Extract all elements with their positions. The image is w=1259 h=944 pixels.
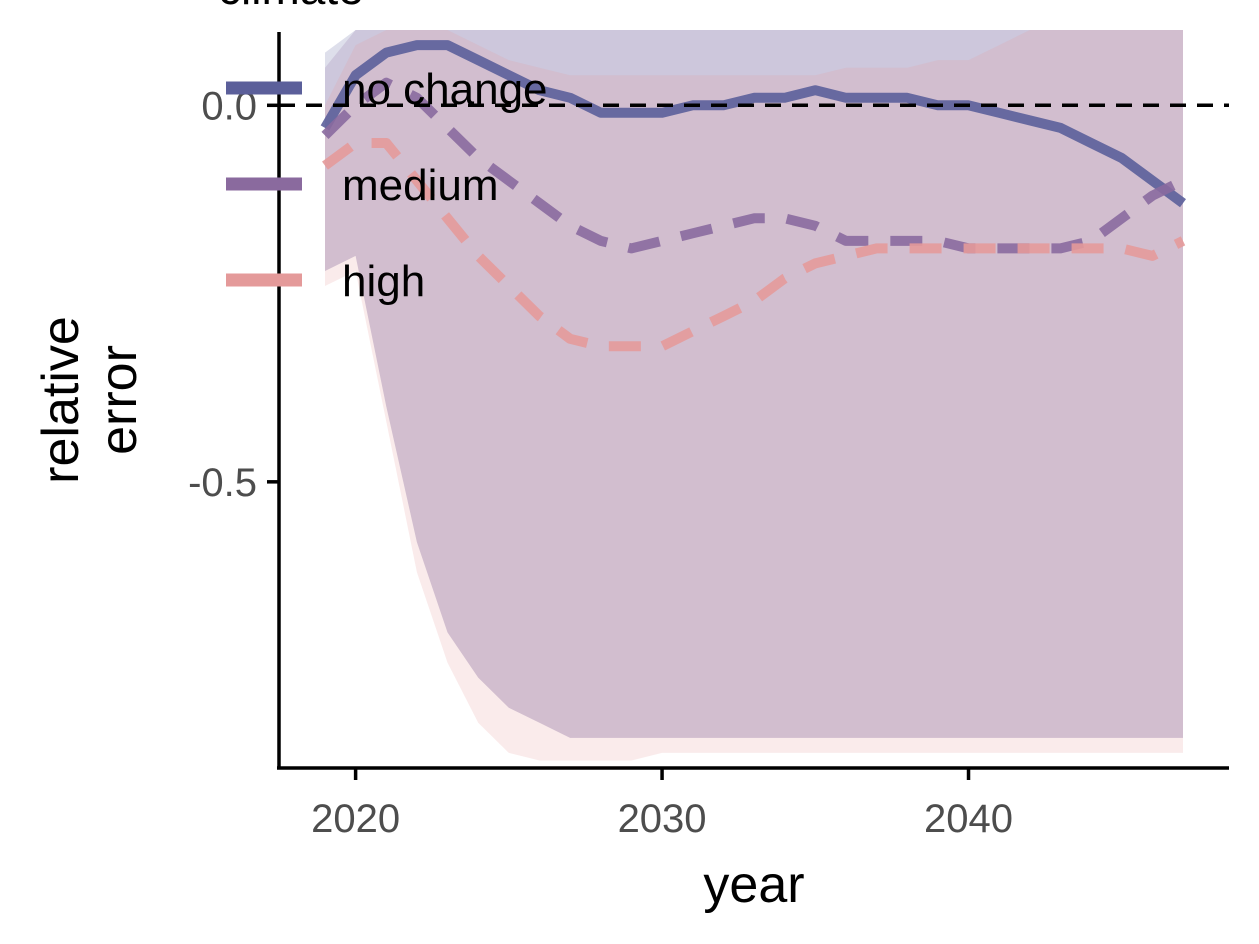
band-high xyxy=(325,30,1183,761)
series-lines xyxy=(320,40,1186,352)
x-axis-title: year xyxy=(703,856,804,914)
legend-items: no change medium high xyxy=(226,65,548,306)
line-medium xyxy=(321,77,1186,254)
y-tick-label-1: -0.5 xyxy=(188,461,257,505)
line-high xyxy=(322,138,1186,352)
legend-label-high: high xyxy=(342,257,425,306)
axes xyxy=(277,32,1229,770)
x-tick-label-2030: 2030 xyxy=(618,797,707,841)
y-axis-title-line-2: error xyxy=(90,345,148,455)
x-tick-label-2020: 2020 xyxy=(311,797,400,841)
y-axis-title-line-1: relative xyxy=(32,316,90,484)
x-tick-label-2040: 2040 xyxy=(924,797,1013,841)
x-axis-ticks: 2020 2030 2040 xyxy=(311,768,1013,841)
legend: climate no change medium high xyxy=(218,0,548,306)
legend-label-medium: medium xyxy=(342,161,499,210)
line-no-change xyxy=(320,40,1186,208)
legend-title: climate xyxy=(218,0,364,14)
y-axis-title: relativeerror xyxy=(32,316,148,484)
y-axis-ticks: 0.0-0.5 xyxy=(188,84,279,505)
legend-label-no-change: no change xyxy=(342,65,548,114)
